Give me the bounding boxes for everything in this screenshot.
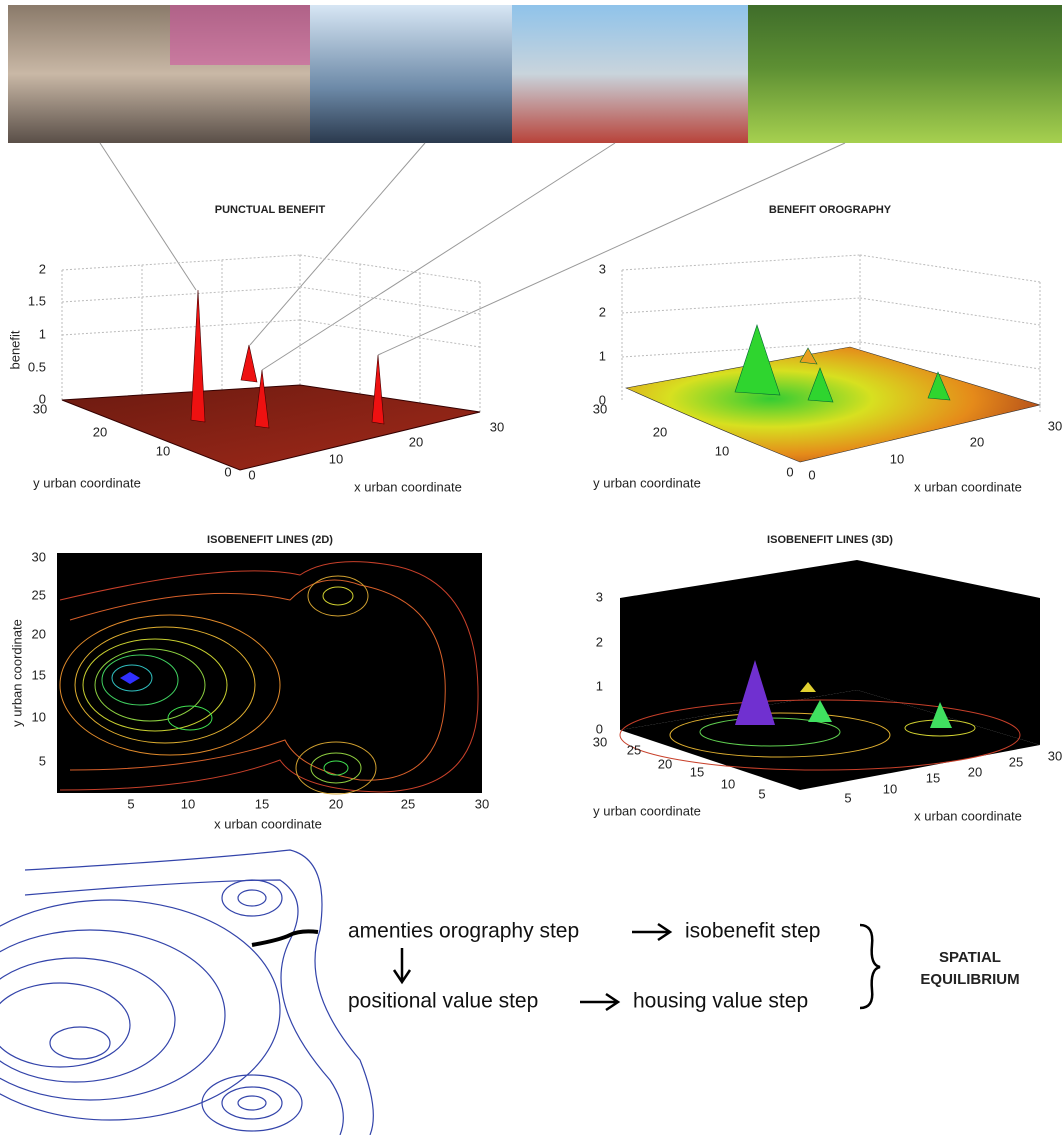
z-tick-label: 3 (596, 589, 603, 604)
y-tick-label: 20 (32, 626, 46, 641)
y-tick-label: 25 (32, 587, 46, 602)
box-grid (61, 254, 481, 412)
flow-step: positional value step (348, 990, 538, 1013)
z-tick-label: 1 (39, 326, 46, 341)
x-axis-label: x urban coordinate (214, 816, 322, 831)
y-tick-label: 10 (721, 776, 735, 791)
x-tick-label: 5 (127, 796, 134, 811)
plot-area (57, 553, 482, 793)
surface (61, 384, 481, 471)
panel-title: BENEFIT OROGRAPHY (769, 204, 892, 216)
y-tick-label: 20 (658, 756, 672, 771)
y-tick-label: 5 (758, 786, 765, 801)
side-wall (857, 560, 1040, 745)
z-tick-label: 0 (599, 392, 606, 407)
x-tick-label: 10 (883, 781, 897, 796)
y-tick-label: 30 (593, 401, 607, 416)
x-tick-label: 10 (181, 796, 195, 811)
peak-marker (120, 672, 140, 684)
y-tick-label: 30 (593, 734, 607, 749)
z-axis-label: benefit (7, 330, 22, 369)
x-tick-label: 20 (329, 796, 343, 811)
x-tick-label: 25 (1009, 754, 1023, 769)
flow-step: amenties orography step (348, 920, 579, 943)
panel-title: ISOBENEFIT LINES (2D) (207, 534, 333, 546)
y-tick-label: 25 (627, 742, 641, 757)
brace (251, 929, 319, 947)
connectors (99, 142, 846, 371)
panel-title: PUNCTUAL BENEFIT (215, 204, 326, 216)
photo-shop (170, 5, 310, 65)
flow-result: EQUILIBRIUM (920, 971, 1019, 988)
peaks (734, 324, 951, 403)
y-axis-label: y urban coordinate (593, 475, 701, 490)
x-axis-label: x urban coordinate (914, 808, 1022, 823)
x-tick-label: 30 (490, 419, 504, 434)
sketch-contours (0, 849, 374, 1135)
x-tick-label: 25 (401, 796, 415, 811)
x-tick-label: 5 (844, 790, 851, 805)
z-tick-label: 1 (599, 348, 606, 363)
photo-towers (310, 5, 512, 143)
z-tick-label: 0 (596, 721, 603, 736)
x-tick-label: 10 (890, 451, 904, 466)
y-tick-label: 0 (224, 464, 231, 479)
x-tick-label: 15 (255, 796, 269, 811)
z-tick-label: 2 (596, 634, 603, 649)
z-tick-label: 2 (39, 261, 46, 276)
y-tick-label: 5 (39, 753, 46, 768)
x-axis-label: x urban coordinate (914, 479, 1022, 494)
x-tick-label: 20 (970, 434, 984, 449)
photo-plaza (512, 5, 748, 143)
x-tick-label: 0 (808, 467, 815, 482)
z-tick-label: 0 (39, 391, 46, 406)
x-tick-label: 30 (475, 796, 489, 811)
flow-result: SPATIAL (939, 949, 1001, 966)
back-wall (620, 560, 857, 730)
x-tick-label: 30 (1048, 418, 1062, 433)
panel-title: ISOBENEFIT LINES (3D) (767, 534, 893, 546)
y-tick-label: 15 (32, 667, 46, 682)
arrows (392, 922, 881, 1012)
y-tick-label: 20 (93, 424, 107, 439)
peaks (190, 289, 385, 429)
y-tick-label: 10 (32, 709, 46, 724)
peaks (735, 660, 952, 728)
x-tick-label: 20 (968, 764, 982, 779)
z-tick-label: 3 (599, 261, 606, 276)
x-tick-label: 0 (248, 467, 255, 482)
flow-step: housing value step (633, 990, 808, 1013)
y-tick-label: 15 (690, 764, 704, 779)
photo-park (748, 5, 1062, 143)
z-tick-label: 0.5 (28, 359, 46, 374)
y-axis-label: y urban coordinate (33, 475, 141, 490)
y-tick-label: 10 (715, 443, 729, 458)
x-axis-label: x urban coordinate (354, 479, 462, 494)
flow-step: isobenefit step (685, 920, 820, 943)
x-tick-label: 10 (329, 451, 343, 466)
y-tick-label: 20 (653, 424, 667, 439)
z-tick-label: 1 (596, 678, 603, 693)
x-tick-label: 15 (926, 770, 940, 785)
x-tick-label: 30 (1048, 748, 1062, 763)
y-tick-label: 10 (156, 443, 170, 458)
z-tick-label: 2 (599, 304, 606, 319)
z-tick-label: 1.5 (28, 293, 46, 308)
contours (59, 561, 479, 795)
x-tick-label: 20 (409, 434, 423, 449)
y-tick-label: 30 (32, 549, 46, 564)
y-axis-label: y urban coordinate (593, 803, 701, 818)
y-axis-label: y urban coordinate (9, 619, 24, 727)
y-tick-label: 0 (786, 464, 793, 479)
y-tick-label: 30 (33, 401, 47, 416)
